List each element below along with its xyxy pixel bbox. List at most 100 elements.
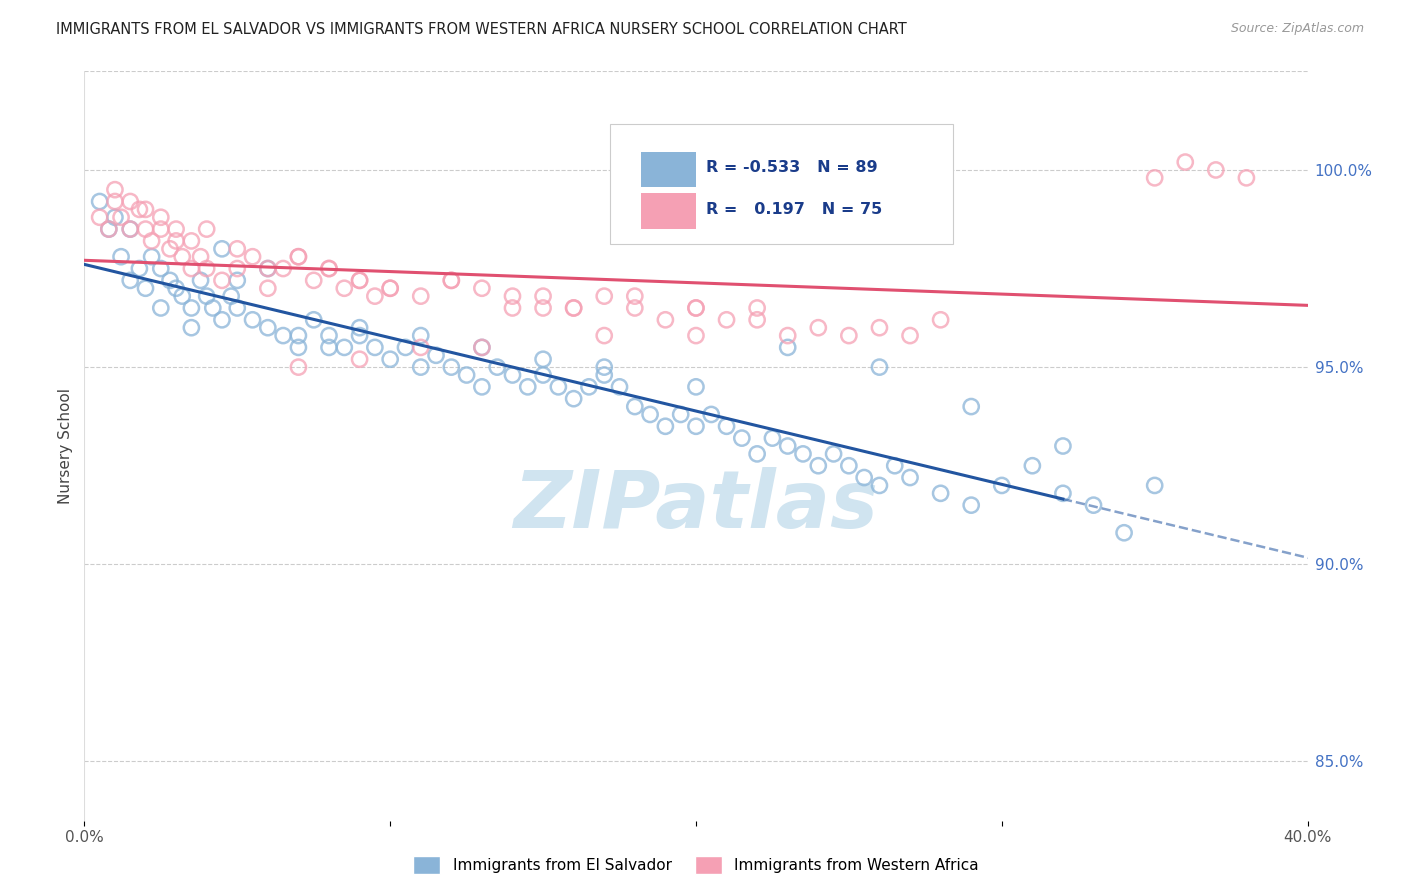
Point (1205, 163, 1227, 178)
Point (883, 458, 905, 473)
Point (869, 478, 891, 492)
Point (287, 360, 309, 375)
Point (271, 261, 294, 276)
Point (929, 313, 952, 327)
Point (776, 328, 799, 343)
Text: ZIPatlas: ZIPatlas (513, 467, 879, 545)
Point (1021, 458, 1043, 473)
Point (1114, 525, 1136, 540)
Point (471, 340, 494, 354)
Point (219, 289, 242, 303)
Point (242, 250, 264, 264)
Point (271, 328, 294, 343)
Point (195, 289, 218, 303)
Point (287, 328, 309, 343)
Text: R = -0.533   N = 89: R = -0.533 N = 89 (706, 160, 877, 175)
Point (685, 301, 707, 315)
Point (578, 380, 600, 394)
Point (409, 340, 432, 354)
Point (440, 273, 463, 287)
Point (456, 368, 478, 382)
Point (257, 281, 280, 295)
Point (165, 281, 187, 295)
Point (97, 222, 120, 236)
Point (562, 301, 585, 315)
Point (731, 431, 754, 445)
Point (440, 273, 463, 287)
FancyBboxPatch shape (641, 152, 696, 187)
Point (149, 222, 172, 236)
Point (128, 261, 150, 276)
Point (929, 486, 952, 500)
Point (776, 340, 799, 354)
Point (609, 380, 631, 394)
Point (716, 313, 738, 327)
Point (226, 301, 249, 315)
Point (898, 470, 921, 484)
Point (104, 211, 127, 225)
Point (226, 242, 249, 256)
Point (97, 222, 120, 236)
Point (226, 261, 249, 276)
Point (380, 281, 402, 295)
FancyBboxPatch shape (610, 124, 953, 244)
Point (195, 261, 218, 276)
Point (1083, 498, 1105, 512)
Point (624, 289, 647, 303)
Point (165, 234, 187, 248)
Text: IMMIGRANTS FROM EL SALVADOR VS IMMIGRANTS FROM WESTERN AFRICA NURSERY SCHOOL COR: IMMIGRANTS FROM EL SALVADOR VS IMMIGRANT… (56, 22, 907, 37)
Point (838, 328, 860, 343)
Point (172, 250, 194, 264)
Point (1174, 155, 1197, 169)
Point (776, 439, 799, 453)
Point (425, 348, 447, 362)
Point (349, 328, 371, 343)
Point (807, 458, 830, 473)
Point (593, 368, 616, 382)
Point (409, 360, 432, 375)
Point (318, 261, 340, 276)
Point (120, 222, 142, 236)
Point (654, 419, 676, 434)
Point (211, 313, 233, 327)
Point (287, 250, 309, 264)
Point (226, 273, 249, 287)
Point (531, 368, 554, 382)
Point (1143, 478, 1166, 492)
Point (409, 289, 432, 303)
Point (349, 273, 371, 287)
Point (562, 301, 585, 315)
Point (257, 261, 280, 276)
Point (242, 313, 264, 327)
Point (593, 360, 616, 375)
Text: Source: ZipAtlas.com: Source: ZipAtlas.com (1230, 22, 1364, 36)
Point (547, 380, 569, 394)
Point (149, 261, 172, 276)
Point (180, 301, 202, 315)
Point (838, 458, 860, 473)
Point (195, 222, 218, 236)
Point (471, 340, 494, 354)
Point (486, 360, 509, 375)
Point (593, 289, 616, 303)
Point (531, 352, 554, 367)
Point (747, 313, 769, 327)
Point (120, 194, 142, 209)
Point (761, 431, 783, 445)
Point (333, 340, 356, 354)
Point (409, 328, 432, 343)
Point (110, 211, 132, 225)
Point (318, 328, 340, 343)
Point (624, 400, 647, 414)
Point (685, 380, 707, 394)
Point (669, 408, 692, 422)
Point (1143, 170, 1166, 185)
Point (792, 447, 814, 461)
Point (333, 281, 356, 295)
Point (869, 360, 891, 375)
Point (257, 261, 280, 276)
Point (1052, 486, 1074, 500)
Point (869, 320, 891, 334)
Point (141, 234, 163, 248)
Point (135, 281, 157, 295)
